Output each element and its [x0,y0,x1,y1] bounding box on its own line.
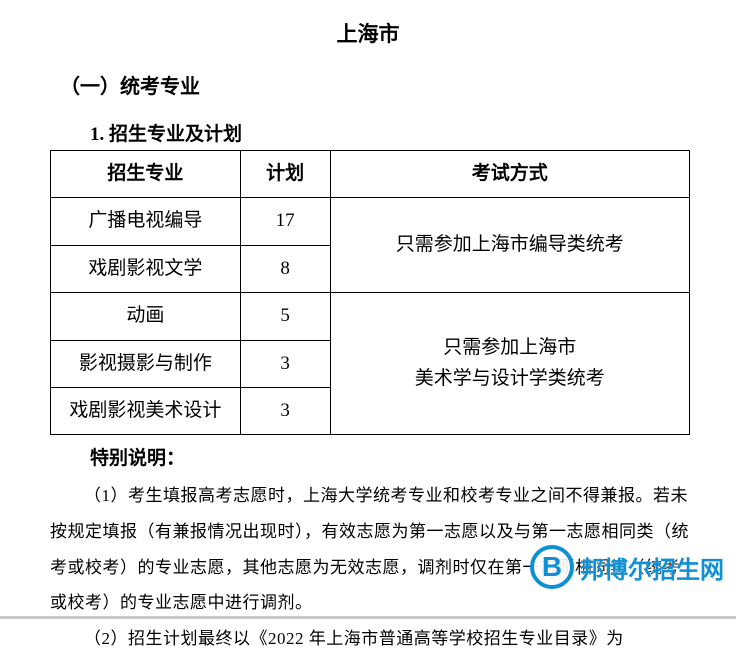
table-row: 广播电视编导 17 只需参加上海市编导类统考 [51,198,690,245]
watermark-logo-icon: B [530,545,574,589]
cell-plan: 8 [240,245,330,292]
note-heading: 特别说明： [90,443,694,470]
cell-plan: 3 [240,387,330,434]
subsection-heading: 1. 招生专业及计划 [90,119,694,146]
cell-exam: 只需参加上海市 美术学与设计学类统考 [330,293,689,435]
cell-plan: 5 [240,293,330,340]
exam-line-2: 美术学与设计学类统考 [415,368,605,389]
cell-major: 影视摄影与制作 [51,340,241,387]
table-header-exam: 考试方式 [330,151,689,198]
cell-major: 广播电视编导 [51,198,241,245]
cell-exam: 只需参加上海市编导类统考 [330,198,689,293]
table-header-major: 招生专业 [51,151,241,198]
admissions-table: 招生专业 计划 考试方式 广播电视编导 17 只需参加上海市编导类统考 戏剧影视… [50,150,690,435]
page-title: 上海市 [42,18,694,48]
cell-plan: 3 [240,340,330,387]
table-header-row: 招生专业 计划 考试方式 [51,151,690,198]
note-paragraph: （2）招生计划最终以《2022 年上海市普通高等学校招生专业目录》为 [50,621,694,657]
cell-major: 戏剧影视文学 [51,245,241,292]
cell-major: 动画 [51,293,241,340]
watermark-text: 邦博尔招生网 [580,550,724,585]
cell-major: 戏剧影视美术设计 [51,387,241,434]
table-row: 动画 5 只需参加上海市 美术学与设计学类统考 [51,293,690,340]
table-header-plan: 计划 [240,151,330,198]
watermark: B 邦博尔招生网 [530,545,724,589]
exam-line-1: 只需参加上海市 [443,337,576,358]
section-heading: （一）统考专业 [60,70,694,99]
cell-plan: 17 [240,198,330,245]
